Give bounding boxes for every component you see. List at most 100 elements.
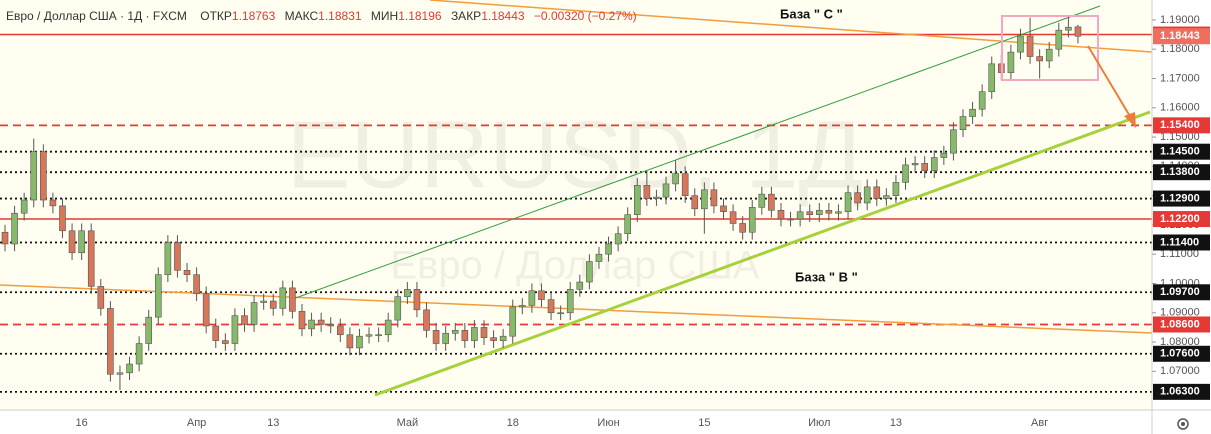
candle-body <box>930 157 938 172</box>
level-label: 1.08600 <box>1160 318 1200 330</box>
candle-body <box>643 185 651 199</box>
candle-body <box>356 335 363 349</box>
candle-body <box>68 230 76 254</box>
arrow-head <box>1124 112 1136 128</box>
candle-body <box>806 211 814 215</box>
candle-body <box>959 116 967 131</box>
candle-body <box>423 309 430 331</box>
candle-body <box>586 261 593 283</box>
candle-body <box>969 108 976 117</box>
candle-body <box>1065 26 1072 31</box>
level-label-bg <box>1153 316 1210 333</box>
candle-body <box>78 230 85 254</box>
candle-body <box>135 343 143 365</box>
candle-body <box>49 199 57 207</box>
candle-body <box>633 185 641 215</box>
level-label: 1.14500 <box>1160 146 1200 158</box>
x-tick-label: 13 <box>890 417 902 429</box>
candle-body <box>758 193 766 208</box>
candle-body <box>653 196 660 199</box>
candle-body <box>566 289 574 314</box>
watermark-group: EURUSD, 1Д Евро / Доллар США <box>286 101 863 287</box>
arrow <box>1087 45 1132 119</box>
header-change: −0.00320 (−0.27%) <box>534 9 637 23</box>
gear-center[interactable] <box>1181 422 1185 426</box>
header-value: 1.18196 <box>398 9 442 23</box>
overlay: База " С " База " В " Евро / Доллар США … <box>6 6 1136 284</box>
x-tick-label: 18 <box>507 417 519 429</box>
level-label: 1.11400 <box>1160 236 1199 248</box>
candle-body <box>1045 48 1053 62</box>
candle-body <box>365 334 373 337</box>
candle-body <box>902 164 909 183</box>
candle-body <box>269 300 277 309</box>
candle-body <box>873 186 881 199</box>
header-value: 1.18831 <box>318 9 362 23</box>
candle-body <box>614 233 622 245</box>
candle-body <box>461 330 469 341</box>
candle-body <box>384 319 392 336</box>
candle-body <box>1074 26 1082 37</box>
candle-body <box>940 152 948 158</box>
x-tick-label: Апр <box>187 417 206 429</box>
candle-body <box>126 363 133 374</box>
candle-body <box>988 63 996 92</box>
candle-body <box>1007 51 1015 73</box>
candle-body <box>605 243 612 255</box>
candle-body <box>107 308 114 375</box>
x-tick-label: 13 <box>267 417 279 429</box>
level-label: 1.06300 <box>1160 386 1200 398</box>
highlight-box <box>1001 15 1099 81</box>
candle-body <box>30 151 38 201</box>
y-tick-label: 1.08000 <box>1160 336 1200 348</box>
x-tick-label: Июн <box>597 417 619 429</box>
y-tick-label: 1.11000 <box>1160 248 1199 260</box>
header-label: ОТКР <box>200 9 232 23</box>
candle-body <box>538 290 545 300</box>
candle-body <box>279 287 287 309</box>
gear[interactable] <box>1177 418 1189 430</box>
candle-body <box>212 325 220 341</box>
time-axis-bg <box>0 410 1152 434</box>
candle-body <box>231 315 239 344</box>
candle-body <box>691 195 699 210</box>
candle-body <box>978 91 986 110</box>
candle-body <box>174 242 181 271</box>
level-label-bg <box>1153 345 1210 362</box>
x-tick-label: 15 <box>698 417 710 429</box>
candle-body <box>748 207 756 233</box>
candle-body <box>202 293 210 327</box>
settings-icon[interactable] <box>1177 418 1189 430</box>
level-label-bg <box>1153 143 1210 160</box>
candle-body <box>844 192 852 213</box>
candle-body <box>336 325 344 336</box>
candle-body <box>193 274 200 295</box>
annotation: База " В " <box>795 269 858 284</box>
candle-body <box>950 129 957 154</box>
level-label: 1.07600 <box>1160 348 1200 360</box>
header: Евро / Доллар США · 1Д · FXCM ОТКР1.1876… <box>6 9 637 23</box>
level-label: 1.13800 <box>1160 166 1200 178</box>
x-tick-label: Авг <box>1031 417 1048 429</box>
trend-line <box>0 284 1153 334</box>
candle-body <box>451 330 459 334</box>
candle-body <box>222 340 229 344</box>
candle-body <box>1017 35 1024 53</box>
candle-body <box>892 182 900 196</box>
candle-body <box>116 372 124 375</box>
last-price-bg <box>1153 28 1210 45</box>
level-label-bg <box>1153 234 1210 251</box>
candle-body <box>471 327 478 341</box>
level-label-bg <box>1153 211 1210 228</box>
candle-body <box>1055 29 1063 50</box>
candle-body <box>164 242 172 276</box>
candle-body <box>20 199 28 214</box>
y-tick-label: 1.16000 <box>1160 102 1200 114</box>
candle-body <box>787 218 794 221</box>
candle-body <box>863 186 871 204</box>
y-tick-label: 1.15000 <box>1160 131 1200 143</box>
candle-body <box>911 163 919 166</box>
y-tick-label: 1.09000 <box>1160 307 1200 319</box>
